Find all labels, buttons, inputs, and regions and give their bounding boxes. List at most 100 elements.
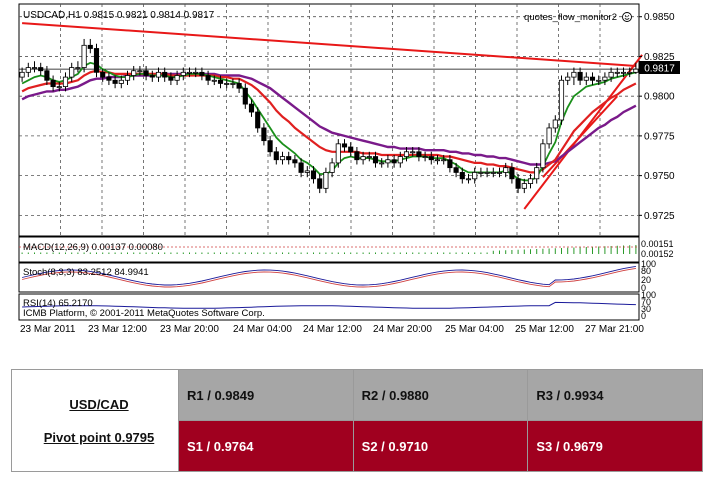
candle xyxy=(540,139,546,173)
candle xyxy=(521,178,527,194)
x-tick-label: 25 Mar 12:00 xyxy=(515,324,574,335)
stoch-label: Stoch(8,3,3) 83.2512 84.9941 xyxy=(23,267,149,278)
candle xyxy=(472,167,478,184)
rsi-tick-100: 100 xyxy=(641,290,656,300)
candle xyxy=(81,38,87,73)
candle xyxy=(25,62,31,78)
candle xyxy=(571,67,577,86)
candle xyxy=(19,67,25,82)
candle xyxy=(323,167,329,194)
candle xyxy=(341,139,348,152)
candle xyxy=(93,43,100,78)
candle xyxy=(143,65,149,81)
candle xyxy=(31,61,38,73)
y-tick-label: 0.9850 xyxy=(644,12,675,23)
candle xyxy=(484,167,490,178)
x-tick-label: 23 Mar 20:00 xyxy=(160,324,219,335)
stoch-pane xyxy=(18,262,640,293)
candle xyxy=(106,72,112,86)
candle xyxy=(180,67,186,81)
s1-cell: S1 / 0.9764 xyxy=(178,420,354,472)
s3-cell: S3 / 0.9679 xyxy=(527,420,703,472)
candle xyxy=(248,99,255,117)
candle xyxy=(44,65,50,86)
pivot-table: USD/CAD Pivot point 0.9795 R1 / 0.9849 R… xyxy=(11,369,703,472)
candle xyxy=(56,81,62,92)
candle xyxy=(379,158,385,168)
x-tick-label: 24 Mar 20:00 xyxy=(373,324,432,335)
chart-title: USDCAD,H1 0.9815 0.9821 0.9814 0.9817 xyxy=(23,10,215,21)
candle xyxy=(490,167,496,178)
r2-cell: R2 / 0.9880 xyxy=(352,369,529,421)
candle xyxy=(242,83,248,109)
candle xyxy=(546,123,552,149)
candle xyxy=(124,70,131,86)
candle xyxy=(75,61,81,73)
candle xyxy=(565,72,571,86)
stoch-tick-0: 0 xyxy=(641,283,646,293)
candle xyxy=(602,72,608,86)
candle xyxy=(162,67,168,82)
candle xyxy=(87,38,93,54)
candle xyxy=(434,154,441,165)
x-tick-label: 23 Mar 2011 xyxy=(20,324,76,335)
candle xyxy=(558,75,565,125)
candle xyxy=(503,162,509,178)
watermark: ICMB Platform, © 2001-2011 MetaQuotes So… xyxy=(23,308,265,319)
candle xyxy=(465,174,472,184)
candle xyxy=(174,70,180,86)
candle xyxy=(583,72,589,86)
candle xyxy=(286,151,292,165)
candle xyxy=(155,67,162,82)
candle xyxy=(385,154,391,168)
y-tick-label: 0.9800 xyxy=(644,92,675,103)
s2-cell: S2 / 0.9710 xyxy=(352,420,529,472)
stoch-tick-80: 80 xyxy=(641,266,651,276)
candle xyxy=(112,75,118,89)
pivot-point-label: Pivot point 0.9795 xyxy=(43,429,155,445)
candle xyxy=(149,70,155,82)
trendline xyxy=(542,95,619,178)
candle xyxy=(354,147,360,165)
x-tick-label: 24 Mar 04:00 xyxy=(233,324,292,335)
indicator-label: quotes_flow_monitor2 xyxy=(524,12,617,23)
macd-value-1: 0.00151 xyxy=(641,239,674,249)
candle xyxy=(620,67,627,78)
candle xyxy=(69,62,75,82)
candle xyxy=(38,62,44,76)
macd-value-2: 0.00152 xyxy=(641,249,674,259)
candle xyxy=(534,162,540,184)
candle xyxy=(608,67,614,82)
candle xyxy=(509,162,515,184)
candle xyxy=(292,154,298,168)
candle xyxy=(199,67,205,81)
candle xyxy=(459,167,465,184)
candle xyxy=(360,151,366,165)
candle xyxy=(193,67,199,78)
candle xyxy=(589,72,596,86)
candle xyxy=(62,72,69,92)
candle xyxy=(447,154,453,173)
candle xyxy=(279,151,286,165)
rsi-pane xyxy=(18,293,640,321)
y-tick-label: 0.9775 xyxy=(644,131,675,142)
candle xyxy=(441,154,447,165)
candle xyxy=(403,147,410,162)
r1-cell: R1 / 0.9849 xyxy=(178,369,354,421)
macd-label: MACD(12,26,9) 0.00137 0.00080 xyxy=(23,242,163,253)
candle xyxy=(397,151,403,168)
candle xyxy=(372,151,379,168)
candle xyxy=(335,139,341,168)
x-tick-label: 24 Mar 12:00 xyxy=(303,324,362,335)
candle xyxy=(137,65,143,76)
candle xyxy=(496,167,503,178)
candle xyxy=(267,135,273,157)
candle xyxy=(100,69,106,82)
x-tick-label: 25 Mar 04:00 xyxy=(445,324,504,335)
y-tick-label: 0.9750 xyxy=(644,171,675,182)
y-tick-label: 0.9825 xyxy=(644,52,675,63)
trendline xyxy=(22,22,636,67)
resistance-row: USD/CAD Pivot point 0.9795 R1 / 0.9849 R… xyxy=(11,369,703,472)
rsi-tick-0: 0 xyxy=(641,311,646,321)
candle xyxy=(236,78,242,93)
